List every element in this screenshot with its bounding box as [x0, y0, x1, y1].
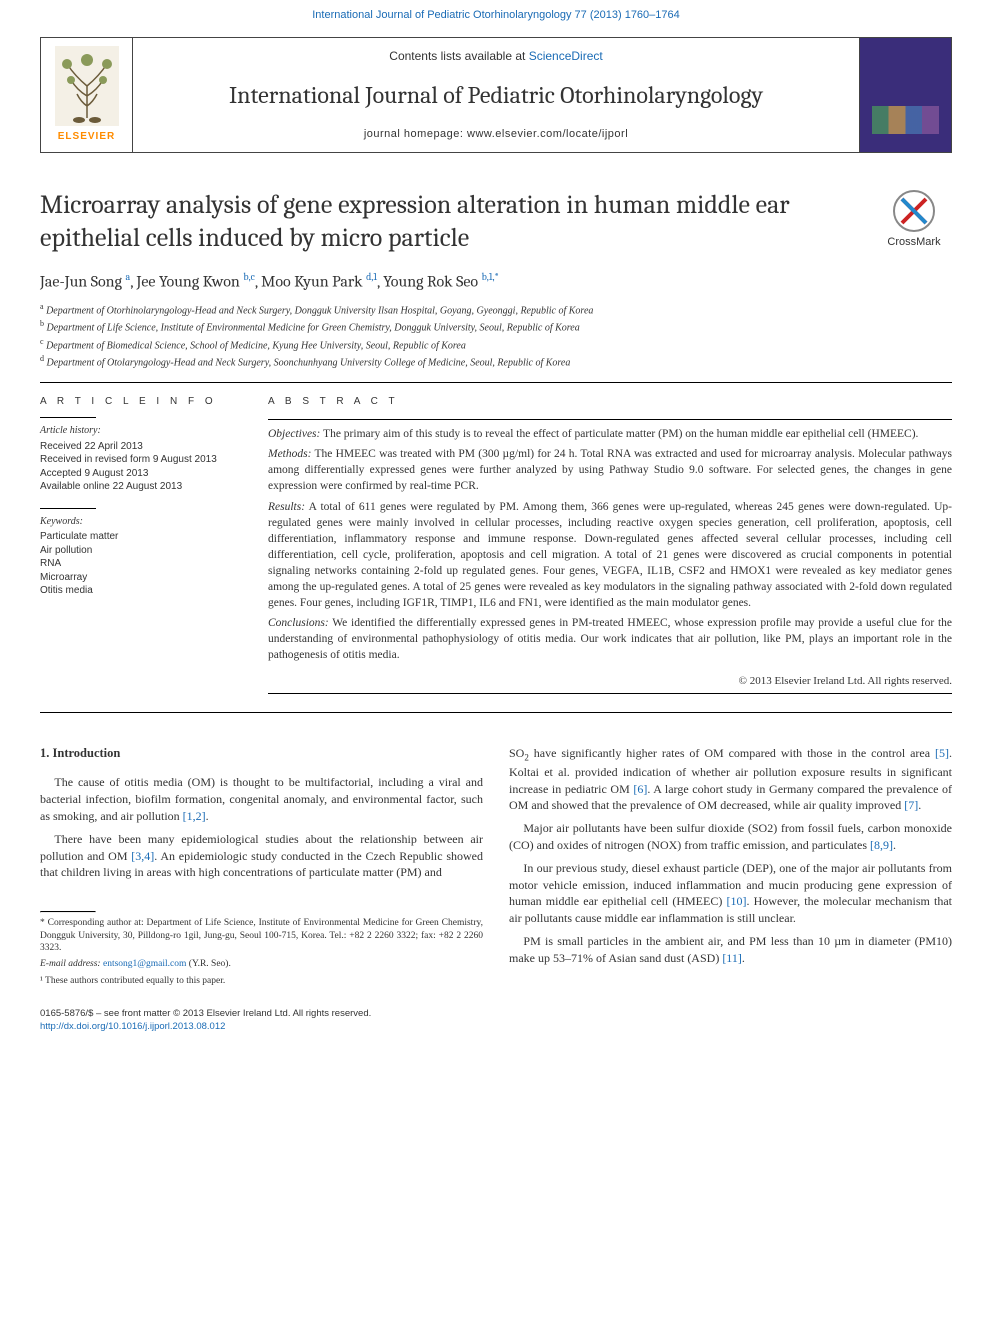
- citation-link[interactable]: [1,2]: [183, 809, 206, 823]
- email-footnote: E-mail address: entsong1@gmail.com (Y.R.…: [40, 958, 483, 970]
- citation-link[interactable]: [7]: [904, 798, 918, 812]
- abstract-copyright: © 2013 Elsevier Ireland Ltd. All rights …: [268, 674, 952, 689]
- abs-objectives: The primary aim of this study is to reve…: [323, 428, 918, 440]
- abstract-block: A B S T R A C T Objectives: The primary …: [268, 395, 952, 700]
- affiliation-item: c Department of Biomedical Science, Scho…: [40, 336, 952, 353]
- keywords-block: Keywords: Particulate matterAir pollutio…: [40, 515, 240, 598]
- page-footer: 0165-5876/$ – see front matter © 2013 El…: [40, 1007, 952, 1034]
- keywords-label: Keywords:: [40, 515, 240, 529]
- mini-divider: [40, 417, 96, 418]
- author-list: Jae-Jun Song a, Jee Young Kwon b,c, Moo …: [40, 270, 952, 293]
- keyword-item: Particulate matter: [40, 530, 240, 544]
- affiliation-item: b Department of Life Science, Institute …: [40, 318, 952, 335]
- contents-prefix: Contents lists available at: [389, 49, 528, 63]
- crossmark-badge[interactable]: CrossMark: [876, 189, 952, 250]
- citation-link[interactable]: [6]: [633, 782, 647, 796]
- intro-para-2: There have been many epidemiological stu…: [40, 831, 483, 881]
- journal-header: ELSEVIER Contents lists available at Sci…: [40, 37, 952, 153]
- affiliations-list: a Department of Otorhinolaryngology-Head…: [40, 301, 952, 370]
- mini-divider: [40, 508, 96, 509]
- publisher-name: ELSEVIER: [58, 130, 115, 144]
- history-item: Received in revised form 9 August 2013: [40, 453, 240, 467]
- mini-divider: [268, 419, 952, 420]
- keyword-item: Otitis media: [40, 584, 240, 598]
- keyword-item: Microarray: [40, 571, 240, 585]
- citation-link[interactable]: [10]: [726, 894, 746, 908]
- article-title: Microarray analysis of gene expression a…: [40, 189, 856, 254]
- doi-link[interactable]: http://dx.doi.org/10.1016/j.ijporl.2013.…: [40, 1020, 952, 1033]
- abs-conclusions-label: Conclusions:: [268, 617, 329, 629]
- journal-cover-thumbnail: [859, 38, 951, 152]
- abs-conclusions: We identified the differentially express…: [268, 617, 952, 661]
- intro-para-5: In our previous study, diesel exhaust pa…: [509, 860, 952, 927]
- email-label: E-mail address:: [40, 959, 103, 969]
- abstract-heading: A B S T R A C T: [268, 395, 952, 409]
- corresponding-author-footnote: * Corresponding author at: Department of…: [40, 917, 483, 954]
- mini-divider: [268, 693, 952, 694]
- intro-para-3: SO2 have significantly higher rates of O…: [509, 745, 952, 814]
- citation-link[interactable]: [3,4]: [131, 849, 154, 863]
- intro-para-6: PM is small particles in the ambient air…: [509, 933, 952, 967]
- crossmark-icon: [892, 189, 936, 233]
- abs-objectives-label: Objectives:: [268, 428, 320, 440]
- journal-title: International Journal of Pediatric Otorh…: [133, 79, 859, 113]
- keyword-item: Air pollution: [40, 544, 240, 558]
- history-label: Article history:: [40, 424, 240, 438]
- abs-results-label: Results:: [268, 501, 305, 513]
- abs-methods-label: Methods:: [268, 448, 311, 460]
- abs-results: A total of 611 genes were regulated by P…: [268, 501, 952, 610]
- abs-methods: The HMEEC was treated with PM (300 µg/ml…: [268, 448, 952, 492]
- running-header: International Journal of Pediatric Otorh…: [0, 0, 992, 37]
- citation-link[interactable]: [11]: [722, 951, 742, 965]
- affiliation-item: a Department of Otorhinolaryngology-Head…: [40, 301, 952, 318]
- footnote-divider: [40, 911, 96, 913]
- email-link[interactable]: entsong1@gmail.com: [103, 959, 186, 969]
- sciencedirect-link[interactable]: ScienceDirect: [529, 49, 603, 63]
- citation-link[interactable]: [8,9]: [870, 838, 893, 852]
- intro-para-4: Major air pollutants have been sulfur di…: [509, 820, 952, 854]
- issn-line: 0165-5876/$ – see front matter © 2013 El…: [40, 1007, 952, 1020]
- crossmark-label: CrossMark: [887, 236, 940, 248]
- keyword-item: RNA: [40, 557, 240, 571]
- article-info-sidebar: A R T I C L E I N F O Article history: R…: [40, 395, 240, 700]
- intro-para-1: The cause of otitis media (OM) is though…: [40, 774, 483, 824]
- publisher-logo: ELSEVIER: [41, 38, 133, 152]
- history-item: Received 22 April 2013: [40, 440, 240, 454]
- affiliation-item: d Department of Otolaryngology-Head and …: [40, 353, 952, 370]
- contents-line: Contents lists available at ScienceDirec…: [133, 48, 859, 65]
- journal-homepage: journal homepage: www.elsevier.com/locat…: [133, 127, 859, 142]
- history-item: Accepted 9 August 2013: [40, 467, 240, 481]
- article-history-block: Article history: Received 22 April 2013R…: [40, 424, 240, 494]
- article-info-heading: A R T I C L E I N F O: [40, 395, 240, 409]
- left-column: 1. Introduction The cause of otitis medi…: [40, 725, 483, 987]
- email-attrib: (Y.R. Seo).: [186, 959, 230, 969]
- header-center: Contents lists available at ScienceDirec…: [133, 38, 859, 152]
- history-item: Available online 22 August 2013: [40, 480, 240, 494]
- elsevier-tree-icon: [55, 46, 119, 126]
- divider: [40, 382, 952, 383]
- equal-contribution-footnote: ¹ These authors contributed equally to t…: [40, 975, 483, 987]
- section-heading-intro: 1. Introduction: [40, 745, 483, 763]
- homepage-url[interactable]: www.elsevier.com/locate/ijporl: [467, 128, 628, 140]
- citation-link[interactable]: [5]: [935, 746, 949, 760]
- body-columns: 1. Introduction The cause of otitis medi…: [40, 725, 952, 987]
- homepage-prefix: journal homepage:: [364, 128, 467, 140]
- right-column: SO2 have significantly higher rates of O…: [509, 725, 952, 987]
- divider: [40, 712, 952, 713]
